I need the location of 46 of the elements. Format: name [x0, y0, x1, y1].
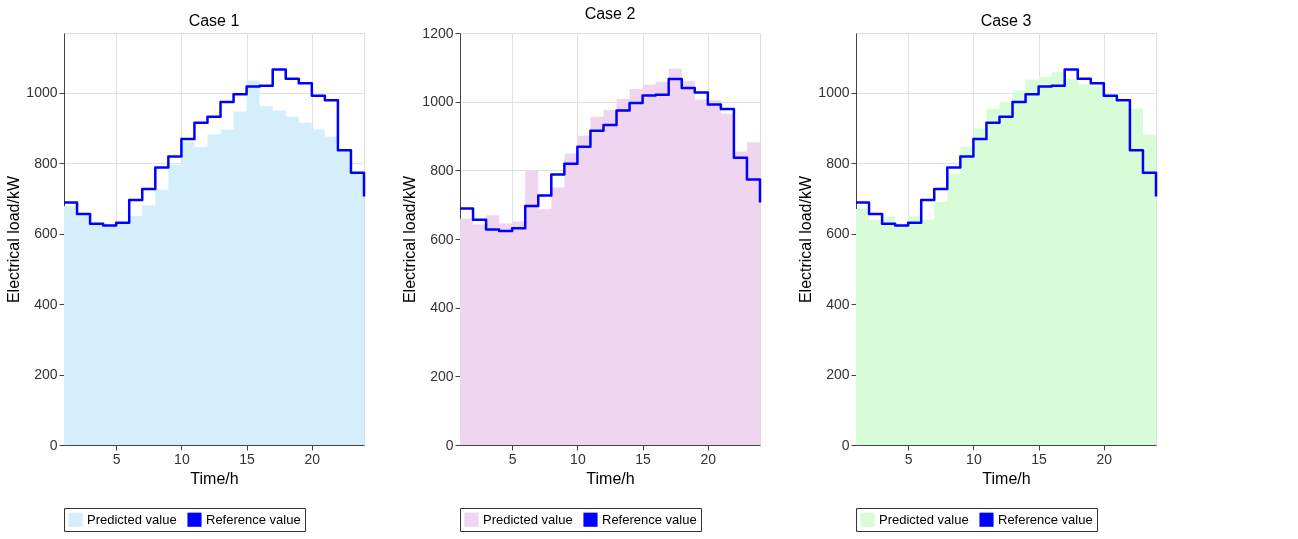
x-axis-title: Time/h: [586, 469, 635, 487]
x-tick-label: 20: [304, 450, 321, 467]
x-tick-label: 10: [570, 450, 586, 467]
y-tick-label: 400: [34, 295, 58, 312]
y-tick-label: 800: [34, 154, 58, 171]
x-tick-label: 15: [239, 450, 256, 467]
x-tick-label: 20: [1096, 450, 1113, 467]
x-axis-title: Time/h: [982, 469, 1031, 487]
legend-label: Predicted value: [483, 511, 573, 527]
y-tick-label: 0: [445, 436, 454, 453]
chart-title: Case 3: [980, 12, 1032, 29]
y-tick-label: 200: [826, 366, 850, 383]
y-axis-title: Electrical load/kW: [401, 175, 419, 304]
x-tick-label: 15: [635, 450, 652, 467]
x-tick-label: 10: [174, 450, 190, 467]
y-axis-title: Electrical load/kW: [797, 175, 815, 304]
chart-title: Case 1: [188, 12, 240, 29]
y-tick-label: 1000: [818, 84, 850, 101]
legend-label: Reference value: [602, 511, 697, 527]
y-tick-label: 600: [34, 225, 58, 242]
x-tick-label: 20: [700, 450, 717, 467]
y-tick-label: 600: [826, 225, 850, 242]
y-tick-label: 1200: [422, 24, 454, 41]
y-tick-label: 600: [430, 230, 454, 247]
x-tick-label: 15: [1031, 450, 1048, 467]
legend-label: Predicted value: [879, 511, 969, 527]
y-tick-label: 1000: [26, 84, 58, 101]
x-tick-label: 10: [966, 450, 982, 467]
legend-label: Reference value: [206, 511, 301, 527]
y-tick-label: 1000: [422, 93, 454, 110]
y-tick-label: 200: [430, 367, 454, 384]
y-tick-label: 400: [430, 299, 454, 316]
legend-label: Reference value: [998, 511, 1093, 527]
y-tick-label: 200: [34, 366, 58, 383]
x-axis-title: Time/h: [190, 469, 239, 487]
y-tick-label: 800: [430, 161, 454, 178]
y-tick-label: 800: [826, 154, 850, 171]
y-tick-label: 0: [841, 436, 850, 453]
chart-title: Case 2: [584, 5, 636, 22]
legend-label: Predicted value: [87, 511, 177, 527]
y-axis-title: Electrical load/kW: [5, 175, 23, 304]
x-tick-label: 5: [112, 450, 121, 467]
x-tick-label: 5: [904, 450, 913, 467]
y-tick-label: 400: [826, 295, 850, 312]
x-tick-label: 5: [508, 450, 517, 467]
y-tick-label: 0: [49, 436, 58, 453]
